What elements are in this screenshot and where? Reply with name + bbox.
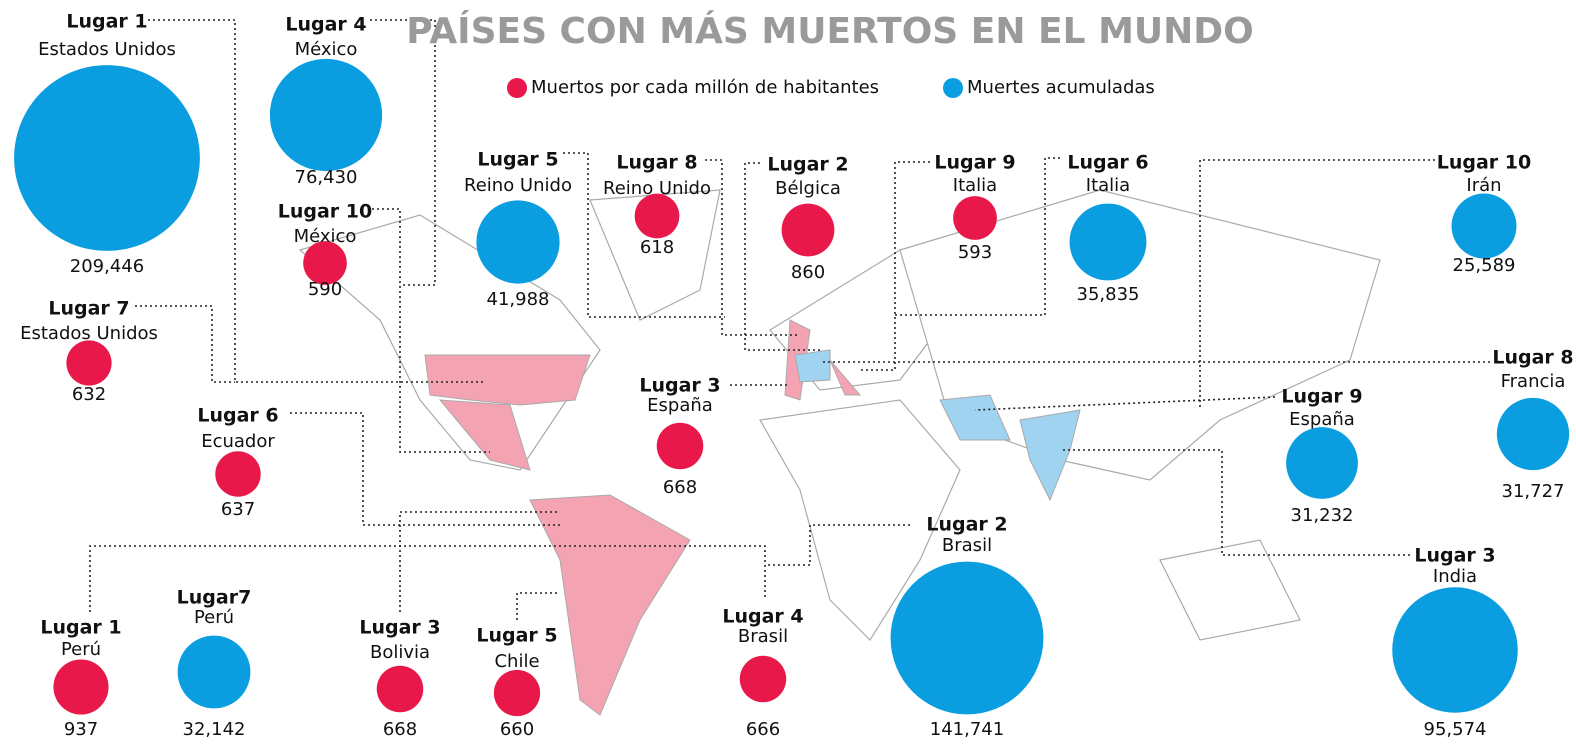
- bubble: [303, 241, 347, 285]
- rank-label: Lugar 2: [926, 514, 1007, 536]
- rank-label: Lugar 3: [359, 617, 440, 639]
- bubble: [1392, 587, 1518, 713]
- rank-label: Lugar 7: [48, 298, 129, 320]
- country-label: Francia: [1501, 371, 1566, 392]
- bubble: [177, 635, 251, 709]
- country-label: Perú: [194, 607, 234, 628]
- bubble: [739, 655, 787, 703]
- value-label: 76,430: [295, 167, 358, 188]
- country-label: México: [294, 226, 357, 247]
- bubble: [14, 65, 200, 251]
- bubble: [953, 196, 997, 240]
- bubble: [215, 451, 261, 497]
- country-label: Reino Unido: [464, 175, 572, 196]
- country-label: Brasil: [738, 626, 788, 647]
- title: PAÍSES CON MÁS MUERTOS EN EL MUNDO: [406, 10, 1254, 52]
- legend-swatch: [507, 78, 527, 98]
- value-label: 668: [383, 719, 417, 740]
- legend-label: Muertos por cada millón de habitantes: [531, 77, 879, 98]
- legend-label: Muertes acumuladas: [967, 77, 1155, 98]
- rank-label: Lugar 8: [1492, 347, 1573, 369]
- country-label: España: [647, 395, 713, 416]
- rank-label: Lugar 2: [767, 154, 848, 176]
- bubble: [781, 203, 835, 257]
- bubble: [634, 193, 680, 239]
- world-map: [298, 189, 1381, 716]
- country-label: Italia: [953, 175, 997, 196]
- rank-label: Lugar7: [177, 587, 252, 609]
- value-label: 637: [221, 499, 255, 520]
- value-label: 618: [640, 237, 674, 258]
- value-label: 937: [64, 719, 98, 740]
- leader-lines: [89, 19, 1490, 620]
- country-label: Italia: [1086, 175, 1130, 196]
- rank-label: Lugar 3: [1414, 545, 1495, 567]
- legend-swatch: [943, 78, 963, 98]
- rank-label: Lugar 6: [1067, 152, 1148, 174]
- bubble: [1069, 203, 1147, 281]
- rank-label: Lugar 9: [934, 152, 1015, 174]
- country-label: Estados Unidos: [38, 39, 176, 60]
- value-label: 35,835: [1077, 284, 1140, 305]
- rank-label: Lugar 9: [1281, 386, 1362, 408]
- value-label: 41,988: [487, 289, 550, 310]
- bubble: [53, 659, 109, 715]
- rank-label: Lugar 1: [66, 11, 147, 33]
- bubble: [1496, 397, 1570, 471]
- rank-label: Lugar 3: [639, 375, 720, 397]
- value-label: 25,589: [1453, 255, 1516, 276]
- rank-label: Lugar 10: [278, 201, 372, 223]
- country-label: Bolivia: [370, 642, 430, 663]
- country-label: Bélgica: [775, 178, 841, 199]
- bubble: [269, 58, 383, 172]
- value-label: 590: [308, 279, 342, 300]
- country-label: India: [1433, 566, 1477, 587]
- value-label: 95,574: [1424, 719, 1487, 740]
- rank-label: Lugar 6: [197, 405, 278, 427]
- rank-label: Lugar 4: [722, 606, 803, 628]
- value-label: 31,727: [1502, 481, 1565, 502]
- rank-label: Lugar 4: [285, 14, 366, 36]
- value-label: 668: [663, 477, 697, 498]
- value-label: 31,232: [1291, 505, 1354, 526]
- bubble: [1286, 427, 1358, 499]
- country-label: Perú: [61, 639, 101, 660]
- bubble: [1451, 193, 1517, 259]
- rank-label: Lugar 10: [1437, 152, 1531, 174]
- value-label: 860: [791, 262, 825, 283]
- country-label: Reino Unido: [603, 178, 711, 199]
- country-label: Irán: [1466, 175, 1501, 196]
- country-label: México: [295, 39, 358, 60]
- rank-label: Lugar 8: [616, 152, 697, 174]
- value-label: 660: [500, 719, 534, 740]
- rank-label: Lugar 1: [40, 617, 121, 639]
- country-label: Brasil: [942, 535, 992, 556]
- rank-label: Lugar 5: [477, 149, 558, 171]
- bubble: [890, 561, 1044, 715]
- bubble: [493, 669, 541, 717]
- country-label: España: [1289, 409, 1355, 430]
- value-label: 666: [746, 719, 780, 740]
- bubble: [476, 200, 560, 284]
- bubble: [376, 665, 424, 713]
- value-label: 209,446: [70, 256, 144, 277]
- bubble: [656, 422, 704, 470]
- value-label: 32,142: [183, 719, 246, 740]
- country-label: Estados Unidos: [20, 323, 158, 344]
- value-label: 141,741: [930, 719, 1004, 740]
- value-label: 632: [72, 384, 106, 405]
- country-label: Ecuador: [201, 431, 275, 452]
- value-label: 593: [958, 242, 992, 263]
- rank-label: Lugar 5: [476, 625, 557, 647]
- country-label: Chile: [494, 651, 539, 672]
- bubble: [66, 340, 112, 386]
